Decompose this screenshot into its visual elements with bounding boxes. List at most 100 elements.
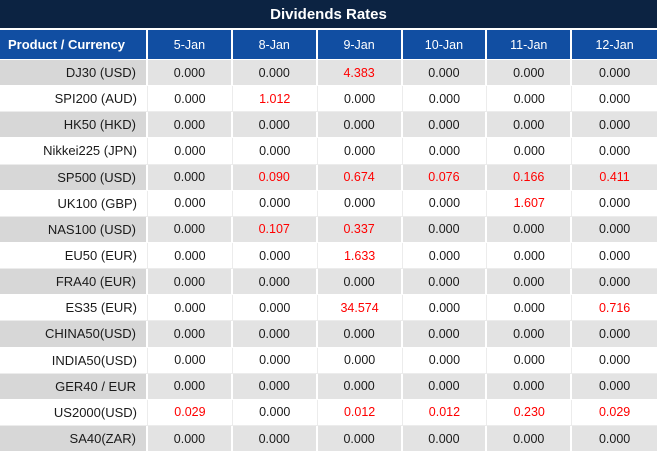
rate-cell: 0.000: [572, 216, 657, 242]
rate-cell: 0.000: [232, 373, 318, 399]
rate-cell: 0.000: [317, 86, 403, 112]
rate-cell: 0.000: [317, 321, 403, 347]
rate-cell: 0.000: [232, 242, 318, 269]
table-row: CHINA50(USD) 0.000 0.000 0.000 0.000 0.000 0.0…: [0, 321, 657, 348]
rate-cell: 0.000: [148, 216, 233, 242]
table-row: SA40(ZAR) 0.000 0.000 0.000 0.000 0.000 0.000: [0, 425, 657, 451]
rate-cell: 0.090: [232, 164, 318, 190]
column-header-product: Product / Currency: [0, 30, 148, 59]
table-row: UK100 (GBP) 0.000 0.000 0.000 0.000 1.607 0.00…: [0, 190, 657, 217]
rate-cell: 1.607: [487, 190, 573, 216]
rates-table-body: DJ30 (USD) 0.000 0.000 4.383 0.000 0.000 0.000…: [0, 60, 657, 451]
rate-cell: 0.000: [232, 138, 318, 164]
rate-cell: 0.000: [487, 347, 573, 373]
rate-cell: 0.411: [572, 164, 657, 190]
rate-cell: 0.000: [572, 112, 657, 138]
title-bar: Dividends Rates: [0, 0, 657, 30]
rate-cell: 0.337: [317, 216, 403, 242]
rate-cell: 0.166: [487, 164, 573, 190]
product-label: SA40(ZAR): [0, 425, 148, 451]
column-header-date-1: 5-Jan: [148, 30, 233, 59]
rate-cell: 0.000: [402, 216, 488, 242]
rate-cell: 0.000: [487, 321, 573, 347]
table-row: HK50 (HKD) 0.000 0.000 0.000 0.000 0.000 0.000: [0, 112, 657, 139]
rate-cell: 0.029: [148, 399, 233, 425]
table-row: US2000(USD) 0.029 0.000 0.012 0.012 0.230 0.02…: [0, 399, 657, 426]
page-title: Dividends Rates: [270, 5, 387, 23]
rate-cell: 0.000: [487, 295, 573, 321]
table-row: EU50 (EUR) 0.000 0.000 1.633 0.000 0.000 0.000: [0, 242, 657, 270]
rate-cell: 0.000: [232, 60, 318, 86]
rate-cell: 0.000: [232, 425, 318, 451]
rate-cell: 0.000: [148, 373, 233, 399]
table-row: GER40 / EUR 0.000 0.000 0.000 0.000 0.000 0.00…: [0, 373, 657, 400]
product-label: EU50 (EUR): [0, 242, 148, 269]
table-row: NAS100 (USD) 0.000 0.107 0.337 0.000 0.000 0.0…: [0, 216, 657, 243]
rate-cell: 0.000: [148, 321, 233, 347]
rate-cell: 0.000: [572, 269, 657, 295]
product-label: Nikkei225 (JPN): [0, 138, 148, 164]
product-label: ES35 (EUR): [0, 295, 148, 321]
rate-cell: 0.000: [232, 399, 318, 425]
rate-cell: 0.012: [317, 399, 403, 425]
rate-cell: 0.000: [317, 112, 403, 138]
rate-cell: 0.000: [402, 86, 488, 112]
table-row: ES35 (EUR) 0.000 0.000 34.574 0.000 0.000 0.71…: [0, 295, 657, 322]
rate-cell: 0.000: [487, 373, 573, 399]
rate-cell: 0.000: [148, 138, 233, 164]
rate-cell: 0.000: [232, 112, 318, 138]
rate-cell: 1.633: [317, 242, 403, 269]
product-label: UK100 (GBP): [0, 190, 148, 216]
rate-cell: 0.000: [402, 60, 488, 86]
table-row: INDIA50(USD) 0.000 0.000 0.000 0.000 0.000 0.0…: [0, 347, 657, 374]
table-row: SPI200 (AUD) 0.000 1.012 0.000 0.000 0.000 0.0…: [0, 86, 657, 113]
column-header-date-2: 8-Jan: [233, 30, 318, 59]
product-label: GER40 / EUR: [0, 373, 148, 399]
rate-cell: 0.000: [487, 269, 573, 295]
column-header-date-6: 12-Jan: [595, 37, 634, 52]
product-label: DJ30 (USD): [0, 60, 148, 86]
rate-cell: 0.000: [148, 269, 233, 295]
rate-cell: 0.000: [402, 269, 488, 295]
rate-cell: 0.000: [572, 60, 657, 86]
rate-cell: 0.000: [572, 373, 657, 399]
rate-cell: 0.000: [148, 86, 233, 112]
rate-cell: 0.230: [487, 399, 573, 425]
product-label: NAS100 (USD): [0, 216, 148, 242]
rate-cell: 0.076: [402, 164, 488, 190]
rate-cell: 0.000: [572, 347, 657, 373]
rate-cell: 0.000: [487, 216, 573, 242]
rate-cell: 0.000: [148, 425, 233, 451]
rate-cell: 0.000: [402, 295, 488, 321]
rate-cell: 0.000: [148, 164, 233, 190]
rate-cell: 0.000: [572, 321, 657, 347]
column-header-date-3: 9-Jan: [318, 30, 403, 59]
rate-cell: 34.574: [317, 295, 403, 321]
rate-cell: 0.107: [232, 216, 318, 242]
product-label: INDIA50(USD): [0, 347, 148, 373]
rate-cell: 0.000: [572, 86, 657, 112]
rate-cell: 0.000: [148, 60, 233, 86]
rate-cell: 0.000: [572, 190, 657, 216]
rate-cell: 0.000: [317, 138, 403, 164]
rate-cell: 0.000: [402, 373, 488, 399]
rate-cell: 0.029: [572, 399, 657, 425]
column-header-date-5: 11-Jan: [487, 30, 573, 59]
rate-cell: 0.000: [572, 138, 657, 164]
rate-cell: 0.000: [402, 425, 488, 451]
rate-cell: 0.000: [487, 425, 573, 451]
rate-cell: 0.000: [317, 190, 403, 216]
rate-cell: 0.000: [317, 373, 403, 399]
rate-cell: 0.000: [232, 295, 318, 321]
rate-cell: 0.000: [232, 269, 318, 295]
rate-cell: 0.000: [402, 190, 488, 216]
rate-cell: 0.012: [402, 399, 488, 425]
product-label: FRA40 (EUR): [0, 269, 148, 295]
rate-cell: 0.000: [402, 138, 488, 164]
rate-cell: 0.716: [572, 295, 657, 321]
rate-cell: 0.000: [402, 347, 488, 373]
rate-cell: 0.000: [487, 138, 573, 164]
rate-cell: 0.000: [148, 242, 233, 269]
rate-cell: 0.000: [487, 242, 573, 269]
